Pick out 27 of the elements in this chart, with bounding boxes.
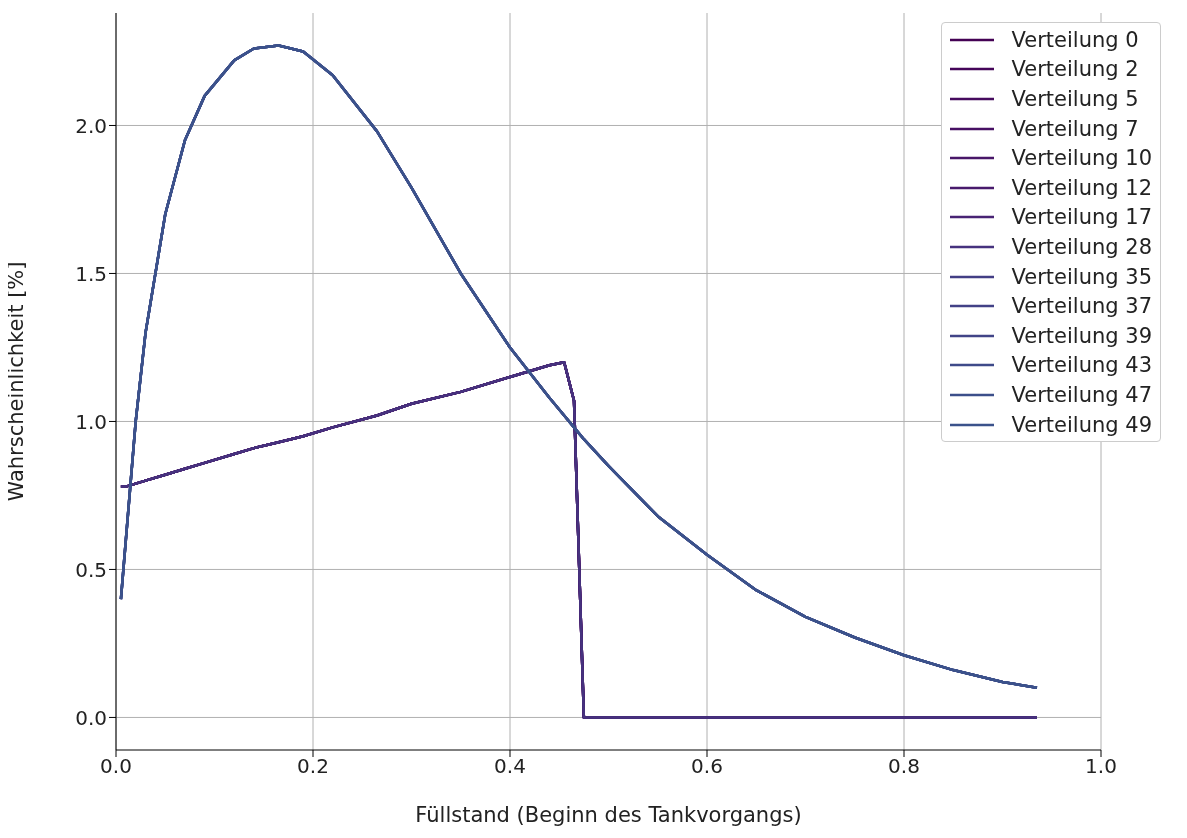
legend-label: Verteilung 28 xyxy=(1011,234,1152,259)
legend-label: Verteilung 5 xyxy=(1011,86,1139,111)
x-tick-label: 0.4 xyxy=(494,754,526,779)
legend-label: Verteilung 49 xyxy=(1011,412,1152,437)
legend-label: Verteilung 7 xyxy=(1011,116,1139,141)
legend-label: Verteilung 17 xyxy=(1011,205,1152,230)
y-tick-label: 1.0 xyxy=(75,409,107,434)
legend-label: Verteilung 0 xyxy=(1011,27,1139,52)
x-tick-label: 0.2 xyxy=(297,754,329,779)
legend-label: Verteilung 12 xyxy=(1011,175,1152,200)
y-axis-title: Wahrscheinlichkeit [%] xyxy=(4,261,29,502)
y-tick-label: 2.0 xyxy=(75,113,107,138)
x-tick-label: 0.6 xyxy=(691,754,723,779)
x-axis-title: Füllstand (Beginn des Tankvorgangs) xyxy=(415,803,802,827)
x-tick-label: 0.0 xyxy=(100,754,132,779)
y-tick-label: 0.0 xyxy=(75,705,107,730)
legend-label: Verteilung 37 xyxy=(1011,294,1152,319)
legend-label: Verteilung 35 xyxy=(1011,264,1152,289)
legend-label: Verteilung 2 xyxy=(1011,57,1139,82)
y-tick-label: 1.5 xyxy=(75,261,107,286)
legend-label: Verteilung 47 xyxy=(1011,382,1152,407)
legend-label: Verteilung 43 xyxy=(1011,353,1152,378)
y-tick-label: 0.5 xyxy=(75,557,107,582)
x-tick-label: 0.8 xyxy=(888,754,920,779)
legend-label: Verteilung 10 xyxy=(1011,146,1152,171)
legend-label: Verteilung 39 xyxy=(1011,323,1152,348)
x-tick-label: 1.0 xyxy=(1085,754,1117,779)
